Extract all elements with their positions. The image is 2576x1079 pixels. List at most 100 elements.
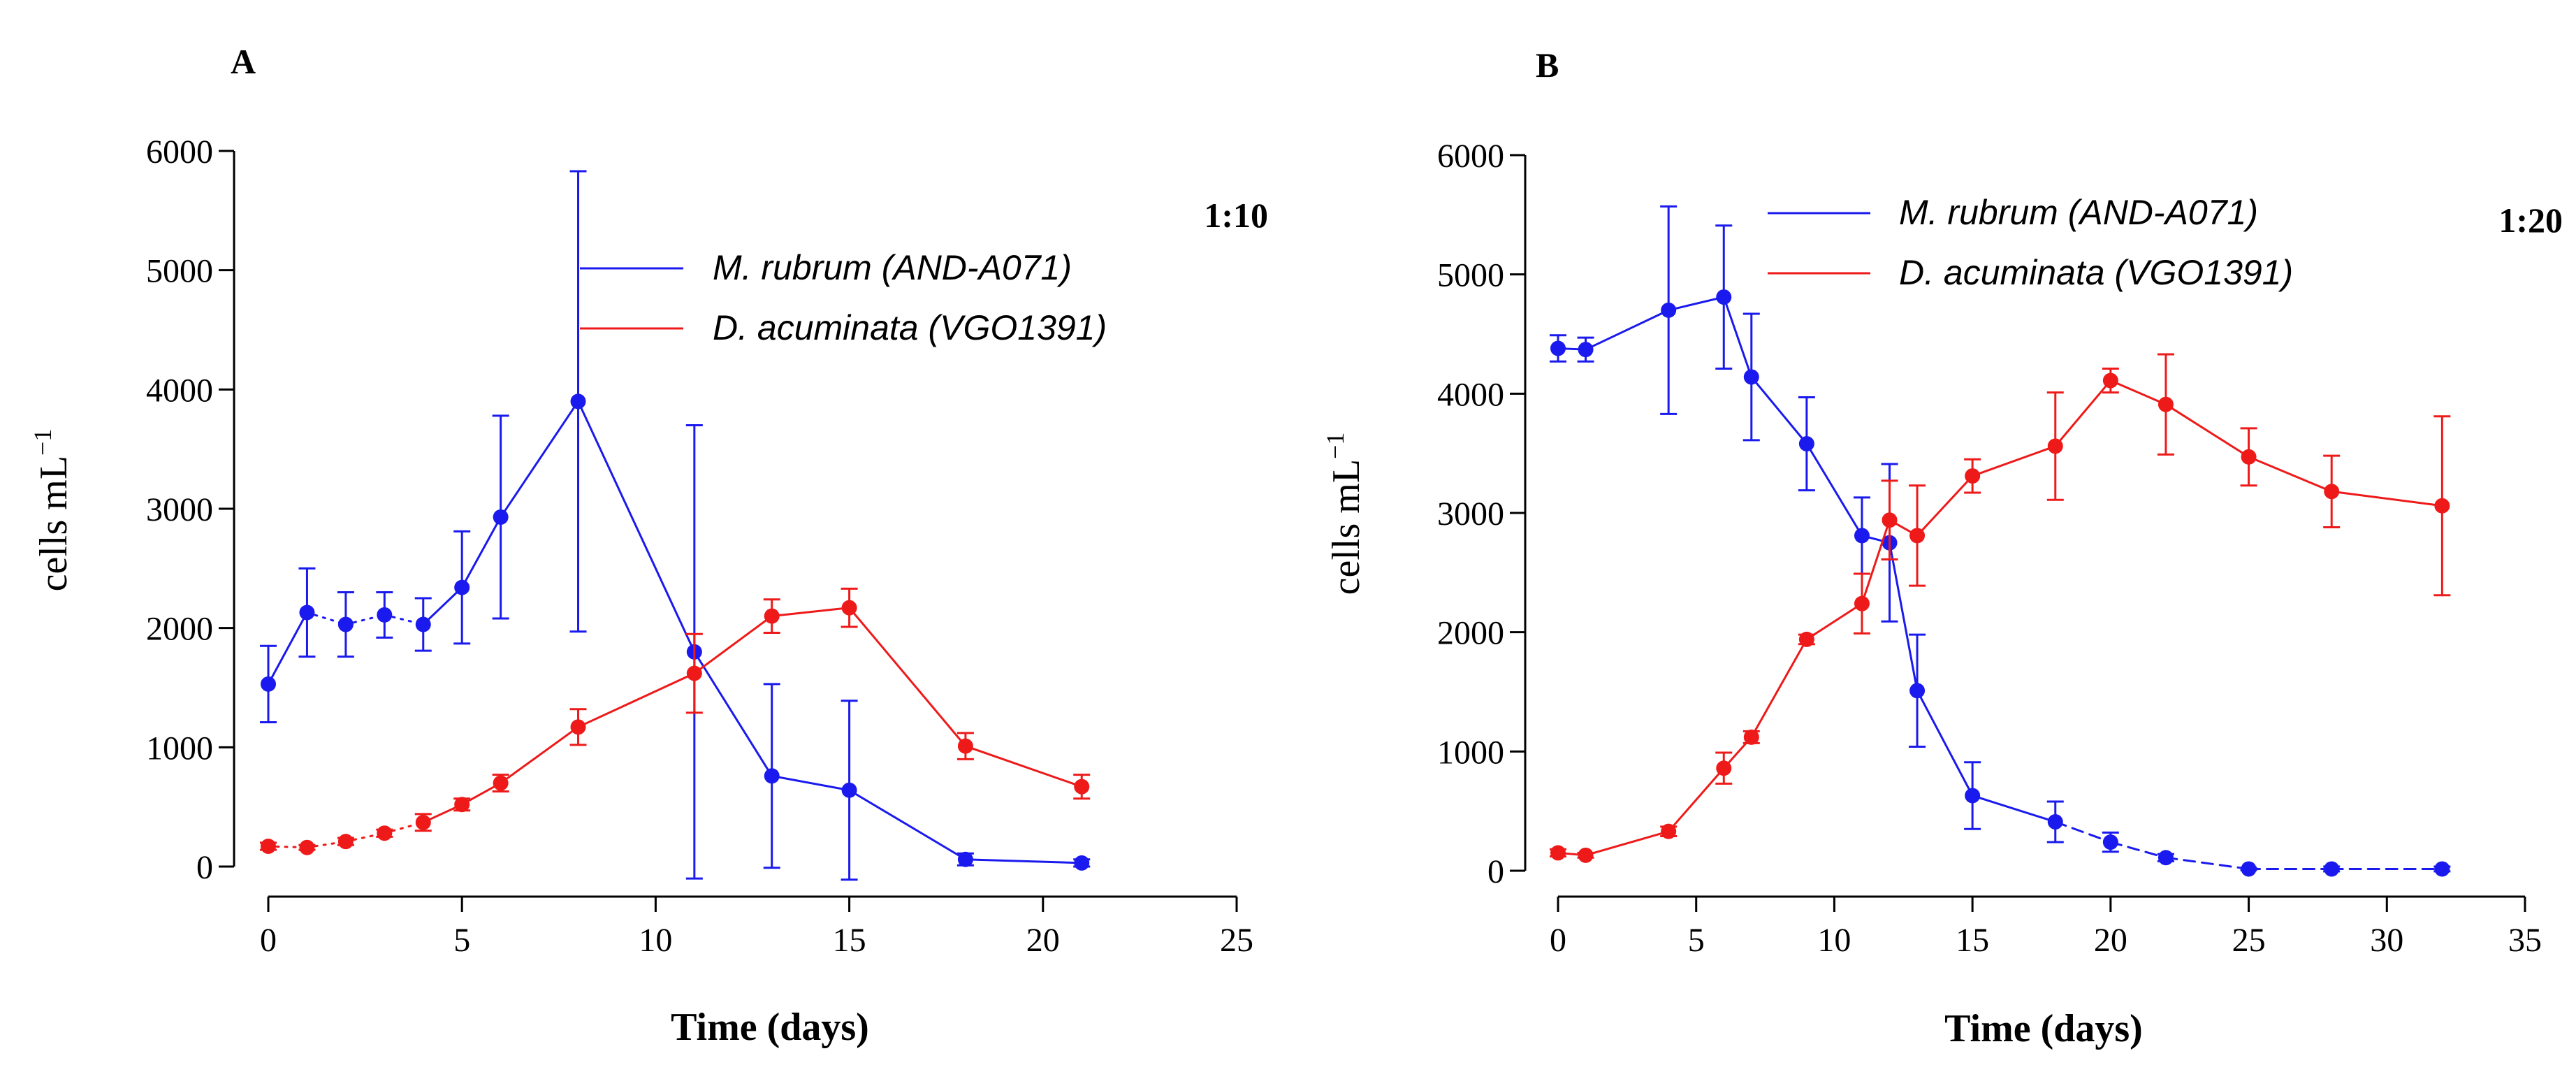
panel-a-acuminata-data-point — [957, 738, 973, 754]
panel-a-rubrum-line-segment — [771, 774, 851, 792]
panel-b-acuminata-line-segment — [1916, 475, 1974, 537]
panel-b-acuminata-data-point — [2434, 498, 2450, 514]
panel-a-rubrum-line-segment — [460, 516, 502, 589]
panel-b-rubrum-line-segment — [2109, 841, 2167, 859]
panel-a-rubrum-data-point — [764, 768, 780, 784]
panel-a-series-rubrum — [260, 170, 1091, 881]
panel-a-y-axis-title-sup: −1 — [29, 429, 57, 456]
panel-b-legend: M. rubrum (AND-A071) D. acuminata (VGO13… — [1768, 193, 2293, 292]
panel-b-series-acuminata — [1550, 353, 2451, 863]
panel-a-legend-label-acuminata: D. acuminata (VGO1391) — [713, 308, 1107, 347]
panel-b-acuminata-line-segment — [2109, 379, 2167, 406]
panel-b-rubrum-data-point — [2102, 834, 2118, 850]
panel-a-x-ticks: 0 5 10 15 20 25 — [260, 897, 1253, 959]
panel-a-rubrum-line-segment — [500, 400, 580, 519]
panel-b-acuminata-line-segment — [2164, 403, 2250, 458]
panel-a-plot-area — [260, 170, 1091, 881]
panel-b-y-tick-label: 0 — [1487, 853, 1504, 890]
panel-b-y-tick-label: 3000 — [1437, 495, 1504, 533]
panel-a-rubrum-data-point — [337, 616, 354, 632]
panel-b-acuminata-line-segment — [2248, 456, 2333, 493]
panel-a-y-tick-label: 5000 — [146, 253, 213, 290]
panel-b-acuminata-data-point — [1661, 823, 1677, 839]
panel-b-acuminata-line-segment — [2330, 490, 2443, 507]
panel-b-x-axis-title: Time (days) — [1944, 1007, 2143, 1050]
panel-a-acuminata-data-point — [764, 608, 780, 624]
panel-b-rubrum-data-point — [1743, 369, 1759, 385]
panel-a-x-tick-label: 20 — [1026, 922, 1060, 959]
panel-b-rubrum-line-segment — [2054, 820, 2112, 843]
panel-b-acuminata-line-segment — [1861, 519, 1891, 605]
panel-b-acuminata-line-segment — [1971, 444, 2057, 477]
panel-a-acuminata-line-segment — [848, 607, 967, 748]
panel-b-rubrum-data-point — [1909, 683, 1926, 699]
panel-b-rubrum-data-point — [2047, 814, 2063, 830]
panel-a-x-tick-label: 0 — [260, 922, 277, 959]
panel-b-rubrum-data-point — [2324, 861, 2340, 877]
panel-b-acuminata-data-point — [2102, 372, 2118, 389]
panel-b-x-tick-label: 30 — [2370, 922, 2403, 959]
panel-b-acuminata-line-segment — [1585, 830, 1670, 857]
panel-b-rubrum-line-segment — [1667, 296, 1725, 312]
panel-b-x-tick-label: 25 — [2232, 922, 2266, 959]
panel-a-rubrum-line-segment — [577, 400, 696, 653]
panel-b-rubrum-data-point — [1578, 342, 1594, 358]
panel-b-y-tick-label: 1000 — [1437, 734, 1504, 771]
panel-b-acuminata-data-point — [2241, 449, 2257, 465]
panel-b-rubrum-line-segment — [1889, 542, 1919, 692]
panel-a-acuminata-data-point — [261, 838, 276, 854]
panel-b-acuminata-data-point — [1854, 595, 1870, 611]
panel-b-y-tick-label: 5000 — [1437, 257, 1504, 294]
panel-a-rubrum-data-point — [493, 509, 509, 525]
panel-b-rubrum-data-point — [1798, 436, 1814, 452]
panel-a-rubrum-data-point — [841, 782, 857, 798]
panel-a-x-tick-label: 10 — [639, 922, 672, 959]
panel-b-rubrum-line-segment — [1722, 296, 1753, 378]
panel-b-rubrum-data-point — [1661, 302, 1677, 318]
panel-b-y-tick-label: 6000 — [1437, 138, 1504, 175]
panel-b-acuminata-data-point — [1909, 528, 1926, 544]
panel-a-rubrum-data-point — [957, 851, 973, 867]
panel-b-label: B — [1536, 45, 1559, 85]
panel-b-y-axis-title: cells mL−1 — [1321, 433, 1368, 595]
panel-b-rubrum-line-segment — [1916, 689, 1974, 797]
panel-b-plot-area — [1550, 205, 2451, 877]
panel-b-rubrum-data-point — [1854, 528, 1870, 544]
panel-a-acuminata-data-point — [570, 719, 586, 735]
panel-a-rubrum-data-point — [299, 604, 315, 621]
panel-b-rubrum-data-point — [2157, 850, 2174, 866]
panel-a-rubrum-line-segment — [964, 858, 1083, 864]
panel-a-rubrum-data-point — [1074, 855, 1090, 871]
panel-a-rubrum-line-segment — [693, 651, 773, 777]
panel-b-x-tick-label: 20 — [2094, 922, 2127, 959]
panel-a-rubrum-data-point — [570, 393, 586, 410]
panel-a-acuminata-data-point — [299, 839, 315, 855]
panel-b-rubrum-data-point — [1550, 340, 1566, 356]
panel-b-rubrum-data-point — [2434, 861, 2450, 877]
panel-a-acuminata-data-point — [686, 665, 702, 681]
panel-a-legend: M. rubrum (AND-A071) D. acuminata (VGO13… — [580, 248, 1107, 347]
panel-b-rubrum-data-point — [2241, 861, 2257, 877]
panel-b-rubrum-data-point — [1716, 289, 1732, 305]
panel-b-acuminata-data-point — [1965, 468, 1981, 484]
panel-a-acuminata-line-segment — [577, 672, 696, 728]
panel-a-acuminata-data-point — [377, 825, 393, 841]
panel-b-rubrum-line-segment — [1805, 442, 1863, 537]
panel-b-x-tick-label: 10 — [1817, 922, 1851, 959]
panel-b-x-tick-label: 15 — [1956, 922, 1989, 959]
panel-a-acuminata-line-segment — [964, 745, 1083, 788]
panel-b-acuminata-line-segment — [2054, 379, 2112, 447]
panel-a-rubrum-data-point — [454, 579, 470, 595]
panel-a-y-tick-label: 6000 — [146, 133, 213, 171]
panel-a-y-tick-label: 0 — [196, 849, 213, 886]
panel-a-x-axis-title: Time (days) — [671, 1006, 869, 1049]
panel-b-acuminata-data-point — [1716, 760, 1732, 776]
panel-b-acuminata-data-point — [2157, 396, 2174, 412]
panel-a-legend-label-rubrum: M. rubrum (AND-A071) — [713, 248, 1072, 287]
panel-b-y-tick-label: 4000 — [1437, 376, 1504, 413]
panel-b-rubrum-line-segment — [1750, 375, 1808, 445]
panel-a-x-tick-label: 15 — [833, 922, 866, 959]
panel-b-acuminata-line-segment — [1805, 602, 1863, 641]
panel-b-acuminata-data-point — [1550, 845, 1566, 861]
